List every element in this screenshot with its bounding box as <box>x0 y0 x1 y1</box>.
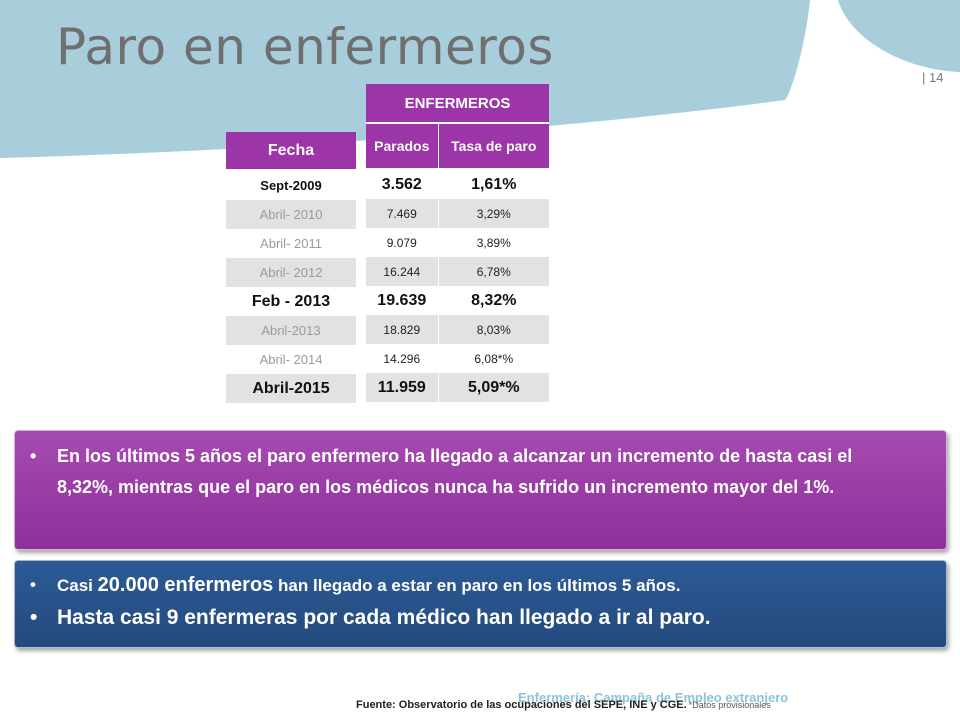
summary-box-blue: Casi 20.000 enfermeros han llegado a est… <box>14 560 947 648</box>
parados-cell: 14.296 <box>366 344 439 373</box>
parados-cell: 18.829 <box>366 315 439 344</box>
bullet-item: Casi 20.000 enfermeros han llegado a est… <box>30 569 926 602</box>
table-row: Abril- 2012 <box>226 258 356 287</box>
bullet-list: Casi 20.000 enfermeros han llegado a est… <box>15 561 946 634</box>
table-row: 18.829 8,03% <box>366 315 549 344</box>
table-row: Abril- 2011 <box>226 229 356 258</box>
fecha-cell: Feb - 2013 <box>226 287 356 316</box>
parados-cell: 3.562 <box>366 169 439 199</box>
slide-title: Paro en enfermeros <box>56 18 554 76</box>
tasa-cell: 8,32% <box>437 286 549 315</box>
source-footnote: Fuente: Observatorio de las ocupaciones … <box>356 699 771 711</box>
tasa-cell: 3,29% <box>437 199 549 228</box>
tasa-cell: 8,03% <box>437 315 549 344</box>
tasa-cell: 6,08*% <box>437 344 549 373</box>
provisional-note: *Datos provisionales <box>688 700 771 710</box>
parados-cell: 16.244 <box>366 257 439 286</box>
table-row: 9.079 3,89% <box>366 228 549 257</box>
table-row: 3.562 1,61% <box>366 169 549 199</box>
parados-cell: 9.079 <box>366 228 439 257</box>
parados-column-header: Parados <box>366 123 439 170</box>
table-row: Abril-2015 <box>226 374 356 403</box>
header-band <box>0 0 810 158</box>
bullet-list: En los últimos 5 años el paro enfermero … <box>15 431 946 503</box>
fecha-cell: Abril- 2014 <box>226 345 356 374</box>
page-number: | 14 <box>922 70 944 85</box>
table-row: 11.959 5,09*% <box>366 373 549 402</box>
bullet-emphasis: 20.000 enfermeros <box>97 574 274 596</box>
table-row: 16.244 6,78% <box>366 257 549 286</box>
table-row: Abril-2013 <box>226 316 356 345</box>
fecha-cell: Abril-2015 <box>226 374 356 403</box>
fecha-cell: Abril-2013 <box>226 316 356 345</box>
tasa-cell: 5,09*% <box>437 373 549 402</box>
tasa-column-header: Tasa de paro <box>437 123 549 170</box>
bullet-text: Casi <box>57 576 98 595</box>
fecha-cell: Sept-2009 <box>226 170 356 200</box>
fecha-cell: Abril- 2012 <box>226 258 356 287</box>
tasa-cell: 1,61% <box>437 169 549 199</box>
table-row: 7.469 3,29% <box>366 199 549 228</box>
parados-cell: 19.639 <box>366 286 439 315</box>
tasa-cell: 6,78% <box>437 257 549 286</box>
table-row: Abril- 2010 <box>226 200 356 229</box>
header-decoration <box>0 0 960 158</box>
corner-shape <box>838 0 960 72</box>
fecha-header: Fecha <box>226 132 356 171</box>
footer-watermark: Enfermería: Campaña de Empleo extranjero <box>518 690 789 705</box>
table-row: Feb - 2013 <box>226 287 356 316</box>
enfermeros-table: ENFERMEROS Parados Tasa de paro 3.562 1,… <box>366 84 549 402</box>
tasa-cell: 3,89% <box>437 228 549 257</box>
parados-cell: 11.959 <box>366 373 439 402</box>
parados-cell: 7.469 <box>366 199 439 228</box>
source-text: Fuente: Observatorio de las ocupaciones … <box>356 699 687 711</box>
table-row: 19.639 8,32% <box>366 286 549 315</box>
fecha-table: Fecha Sept-2009 Abril- 2010 Abril- 2011 … <box>226 132 356 403</box>
bullet-text: han llegado a estar en paro en los últim… <box>273 576 681 595</box>
fecha-cell: Abril- 2011 <box>226 229 356 258</box>
enfermeros-header: ENFERMEROS <box>366 84 549 124</box>
bullet-item: Hasta casi 9 enfermeras por cada médico … <box>30 602 926 634</box>
bullet-item: En los últimos 5 años el paro enfermero … <box>30 441 906 503</box>
table-row: 14.296 6,08*% <box>366 344 549 373</box>
fecha-cell: Abril- 2010 <box>226 200 356 229</box>
table-row: Sept-2009 <box>226 170 356 200</box>
summary-box-purple: En los últimos 5 años el paro enfermero … <box>14 430 947 550</box>
table-row: Abril- 2014 <box>226 345 356 374</box>
